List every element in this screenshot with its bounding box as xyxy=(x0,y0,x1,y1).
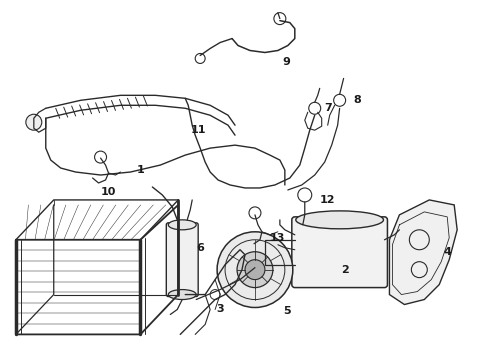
FancyBboxPatch shape xyxy=(292,217,388,288)
Circle shape xyxy=(245,260,265,280)
Ellipse shape xyxy=(296,211,384,229)
Text: 11: 11 xyxy=(191,125,206,135)
Circle shape xyxy=(217,232,293,307)
Text: 10: 10 xyxy=(101,187,116,197)
Text: 3: 3 xyxy=(216,305,224,315)
FancyBboxPatch shape xyxy=(166,223,198,297)
Text: 6: 6 xyxy=(196,243,204,253)
Text: 13: 13 xyxy=(270,233,286,243)
Circle shape xyxy=(237,252,273,288)
Text: 7: 7 xyxy=(324,103,332,113)
Text: 1: 1 xyxy=(137,165,144,175)
Text: 12: 12 xyxy=(320,195,336,205)
Ellipse shape xyxy=(168,289,196,300)
Text: 9: 9 xyxy=(282,58,290,67)
Circle shape xyxy=(26,114,42,130)
Text: 2: 2 xyxy=(341,265,348,275)
Text: 5: 5 xyxy=(283,306,291,316)
Text: 8: 8 xyxy=(354,95,362,105)
Polygon shape xyxy=(390,200,457,305)
Text: 4: 4 xyxy=(443,247,451,257)
Ellipse shape xyxy=(168,220,196,230)
Ellipse shape xyxy=(261,239,269,264)
